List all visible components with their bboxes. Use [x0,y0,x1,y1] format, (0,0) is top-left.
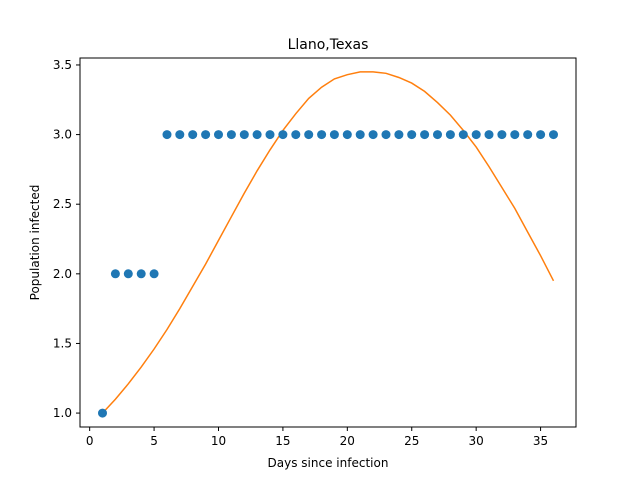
data-point [510,130,520,140]
data-point [471,130,481,140]
data-point [188,130,198,140]
chart-title: Llano,Texas [288,37,369,53]
data-point [355,130,365,140]
data-point [368,130,378,140]
data-point [342,130,352,140]
data-point [458,130,468,140]
data-point [110,269,120,279]
y-tick-label: 1.0 [53,406,72,420]
data-point [445,130,455,140]
y-tick-label: 1.5 [53,336,72,350]
data-point [304,130,314,140]
x-tick-label: 10 [211,434,226,448]
data-point [239,130,249,140]
plot-background [80,58,576,427]
y-tick-label: 3.0 [53,128,72,142]
plot-frame [79,57,577,428]
data-point [98,408,107,418]
data-point [394,130,404,140]
x-tick-label: 30 [469,434,484,448]
data-point [214,130,223,140]
x-tick-label: 0 [86,434,94,448]
x-tick-label: 5 [150,434,158,448]
data-point [329,130,339,140]
data-point [420,130,430,140]
data-point [123,269,133,279]
data-point [162,130,172,140]
x-axis-label: Days since infection [268,456,389,470]
data-point [523,130,533,140]
x-tick-label: 20 [340,434,355,448]
data-point [136,269,146,279]
data-point [226,130,236,140]
data-point [497,130,507,140]
y-tick-label: 3.5 [53,58,72,72]
data-point [252,130,262,140]
y-tick-label: 2.5 [53,197,72,211]
data-point [407,130,417,140]
data-point [317,130,327,140]
y-tick-label: 2.0 [53,267,72,281]
fit-line [101,71,555,414]
data-point [175,130,185,140]
data-point [278,130,288,140]
data-point [149,269,159,279]
data-point [536,130,546,140]
data-point [549,130,558,140]
y-axis: 1.0 1.5 2.0 2.5 3.0 3.5 [53,58,80,420]
x-tick-label: 35 [533,434,548,448]
y-axis-label: Population infected [28,185,42,301]
x-axis: 0 5 10 15 20 25 30 35 [86,427,548,448]
x-tick-label: 15 [275,434,290,448]
data-point [381,130,391,140]
data-point [433,130,442,140]
data-point [265,130,275,140]
data-point [291,130,301,140]
data-point [484,130,494,140]
data-point [201,130,211,140]
chart-marks [98,71,558,418]
x-tick-label: 25 [404,434,419,448]
